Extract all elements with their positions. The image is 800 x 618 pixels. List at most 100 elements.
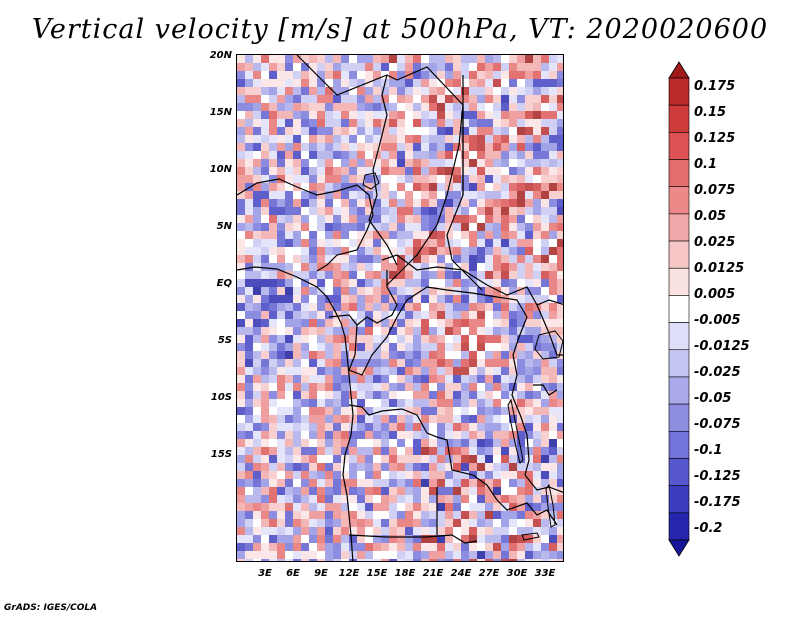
- field-cell: [525, 71, 533, 79]
- field-cell: [461, 95, 469, 103]
- field-cell: [397, 151, 405, 159]
- field-cell: [277, 359, 285, 367]
- field-cell: [325, 151, 333, 159]
- field-cell: [557, 471, 563, 479]
- field-cell: [277, 479, 285, 487]
- field-cell: [293, 471, 301, 479]
- field-cell: [525, 63, 533, 71]
- field-cell: [541, 231, 549, 239]
- field-cell: [357, 359, 365, 367]
- field-cell: [381, 383, 389, 391]
- field-cell: [541, 375, 549, 383]
- field-cell: [237, 111, 245, 119]
- field-cell: [317, 279, 325, 287]
- field-cell: [445, 359, 453, 367]
- field-cell: [261, 375, 269, 383]
- field-cell: [333, 511, 341, 519]
- field-cell: [501, 511, 509, 519]
- field-cell: [525, 487, 533, 495]
- field-cell: [533, 295, 541, 303]
- field-cell: [477, 255, 485, 263]
- field-cell: [277, 151, 285, 159]
- field-cell: [309, 543, 317, 551]
- field-cell: [461, 439, 469, 447]
- field-cell: [421, 311, 429, 319]
- field-cell: [437, 119, 445, 127]
- field-cell: [525, 495, 533, 503]
- field-cell: [549, 279, 557, 287]
- border-sahara: [296, 55, 464, 195]
- field-cell: [373, 335, 381, 343]
- field-cell: [517, 215, 525, 223]
- field-cell: [485, 79, 493, 87]
- field-cell: [309, 247, 317, 255]
- field-cell: [541, 263, 549, 271]
- field-cell: [237, 279, 245, 287]
- field-cell: [469, 383, 477, 391]
- field-cell: [277, 503, 285, 511]
- field-cell: [317, 263, 325, 271]
- field-cell: [533, 71, 541, 79]
- field-cell: [365, 359, 373, 367]
- field-cell: [285, 551, 293, 559]
- field-cell: [405, 231, 413, 239]
- field-cell: [525, 551, 533, 559]
- field-cell: [517, 279, 525, 287]
- field-cell: [485, 431, 493, 439]
- field-cell: [373, 463, 381, 471]
- field-cell: [309, 271, 317, 279]
- field-cell: [429, 351, 437, 359]
- field-cell: [309, 303, 317, 311]
- field-cell: [501, 55, 509, 63]
- field-cell: [557, 183, 563, 191]
- field-cell: [333, 471, 341, 479]
- field-cell: [533, 359, 541, 367]
- field-cell: [293, 287, 301, 295]
- field-cell: [301, 271, 309, 279]
- field-cell: [469, 503, 477, 511]
- field-cell: [261, 415, 269, 423]
- field-cell: [373, 135, 381, 143]
- field-cell: [285, 55, 293, 63]
- field-cell: [285, 479, 293, 487]
- field-cell: [429, 247, 437, 255]
- field-cell: [293, 359, 301, 367]
- field-cell: [501, 359, 509, 367]
- field-cell: [477, 391, 485, 399]
- field-cell: [485, 55, 493, 63]
- field-cell: [349, 207, 357, 215]
- field-cell: [357, 527, 365, 535]
- field-cell: [533, 223, 541, 231]
- field-cell: [485, 503, 493, 511]
- field-cell: [437, 415, 445, 423]
- field-cell: [373, 423, 381, 431]
- field-cell: [397, 423, 405, 431]
- field-cell: [549, 375, 557, 383]
- field-cell: [437, 367, 445, 375]
- field-cell: [501, 383, 509, 391]
- field-cell: [405, 79, 413, 87]
- field-cell: [285, 447, 293, 455]
- field-cell: [325, 543, 333, 551]
- field-cell: [469, 399, 477, 407]
- field-cell: [413, 375, 421, 383]
- field-cell: [469, 271, 477, 279]
- field-cell: [389, 151, 397, 159]
- field-cell: [485, 223, 493, 231]
- field-cell: [405, 343, 413, 351]
- field-cell: [429, 439, 437, 447]
- field-cell: [477, 431, 485, 439]
- field-cell: [261, 479, 269, 487]
- field-cell: [549, 95, 557, 103]
- field-cell: [493, 503, 501, 511]
- field-cell: [301, 359, 309, 367]
- field-cell: [397, 471, 405, 479]
- field-cell: [485, 375, 493, 383]
- field-cell: [317, 455, 325, 463]
- field-cell: [293, 311, 301, 319]
- field-cell: [261, 343, 269, 351]
- field-cell: [389, 303, 397, 311]
- field-cell: [421, 471, 429, 479]
- field-cell: [429, 199, 437, 207]
- field-cell: [397, 295, 405, 303]
